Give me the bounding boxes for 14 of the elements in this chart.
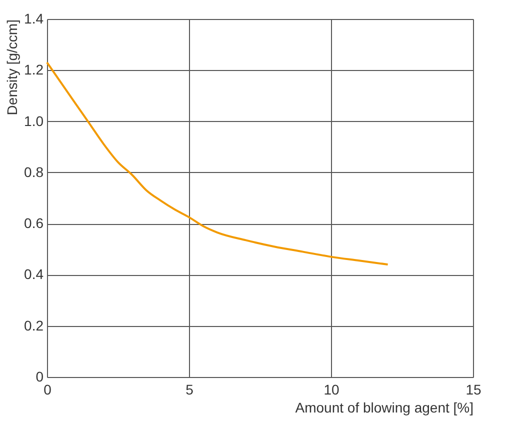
y-tick-label: 0.4 <box>24 266 44 282</box>
y-tick-label: 0.6 <box>24 215 44 232</box>
x-axis-title: Amount of blowing agent [%] <box>295 400 474 416</box>
y-tick-label: 0 <box>36 368 44 384</box>
y-tick-label: 1.2 <box>24 62 44 78</box>
x-tick-label: 10 <box>324 382 340 398</box>
x-tick-label: 5 <box>186 382 194 398</box>
y-tick-label: 0.2 <box>24 317 44 334</box>
line-series <box>46 61 389 266</box>
y-tick-label: 1.0 <box>24 112 44 129</box>
x-tick-label: 15 <box>466 382 482 398</box>
y-tick-label: 1.4 <box>24 10 44 26</box>
y-tick-label: 0.8 <box>24 164 44 180</box>
y-axis-title: Density [g/ccm] <box>4 20 20 116</box>
